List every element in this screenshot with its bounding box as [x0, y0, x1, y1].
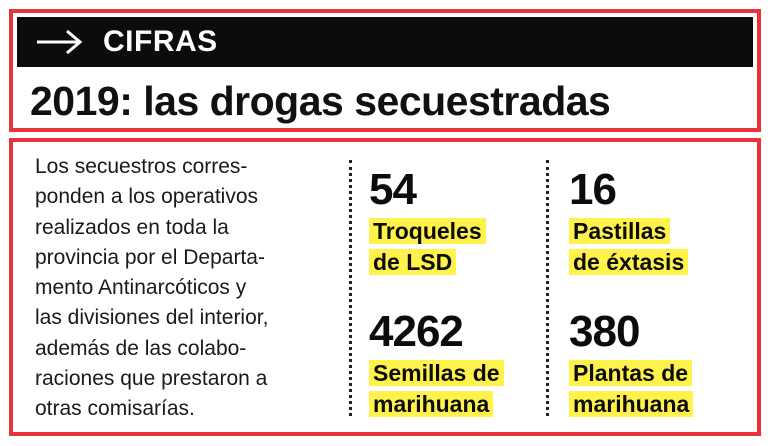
section-header: CIFRAS: [17, 17, 753, 67]
stat-semillas: 4262 Semillas de marihuana: [369, 307, 504, 420]
stat-label-line: de LSD: [369, 249, 457, 275]
body-line: Los secuestros corres-: [35, 155, 248, 178]
stat-extasis: 16 Pastillas de éxtasis: [569, 165, 689, 278]
body-line: raciones que prestaron a: [35, 367, 268, 391]
stat-label-line: Semillas de: [369, 360, 504, 386]
page-title: 2019: las drogas secuestradas: [30, 78, 611, 124]
stat-label: Pastillas de éxtasis: [569, 216, 689, 278]
body-text: Los secuestros corres- ponden a los oper…: [35, 152, 325, 425]
body-line: las divisiones del interior,: [35, 306, 269, 330]
stat-label-line: Plantas de: [569, 360, 693, 386]
body-line: otras comisarías.: [35, 397, 195, 421]
stat-number: 54: [369, 165, 417, 214]
body-line: provincia por el Departa-: [35, 245, 265, 269]
body-line: ponden a los operativos: [35, 185, 258, 209]
content-panel: Los secuestros corres- ponden a los oper…: [9, 138, 761, 436]
section-label: CIFRAS: [103, 25, 218, 58]
body-line: además de las colabo-: [35, 336, 247, 360]
title-panel: CIFRAS 2019: las drogas secuestradas: [9, 9, 761, 132]
stat-number: 4262: [369, 307, 464, 356]
arrow-right-icon: [37, 29, 83, 55]
stat-label: Troqueles de LSD: [369, 216, 486, 278]
stat-number: 380: [569, 307, 640, 356]
body-line: mento Antinarcóticos y: [35, 276, 247, 300]
stat-label-line: de éxtasis: [569, 249, 689, 275]
stat-plantas: 380 Plantas de marihuana: [569, 307, 694, 420]
stat-label: Semillas de marihuana: [369, 358, 504, 420]
dotted-divider: [349, 160, 352, 416]
stat-label-line: marihuana: [369, 391, 494, 417]
stat-label: Plantas de marihuana: [569, 358, 694, 420]
stat-number: 16: [569, 165, 617, 214]
stat-label-line: Pastillas: [569, 218, 671, 244]
stat-label-line: marihuana: [569, 391, 694, 417]
stat-label-line: Troqueles: [369, 218, 486, 244]
stat-lsd: 54 Troqueles de LSD: [369, 165, 486, 278]
body-line: realizados en toda la: [35, 215, 229, 239]
dotted-divider: [546, 160, 549, 416]
